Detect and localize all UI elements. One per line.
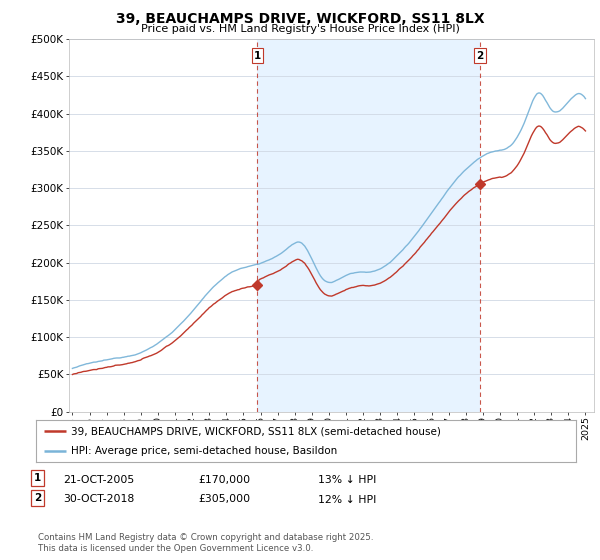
Text: 21-OCT-2005: 21-OCT-2005: [63, 475, 134, 485]
Text: 13% ↓ HPI: 13% ↓ HPI: [318, 475, 376, 485]
Text: £305,000: £305,000: [198, 494, 250, 505]
Text: 39, BEAUCHAMPS DRIVE, WICKFORD, SS11 8LX (semi-detached house): 39, BEAUCHAMPS DRIVE, WICKFORD, SS11 8LX…: [71, 426, 441, 436]
Text: Price paid vs. HM Land Registry's House Price Index (HPI): Price paid vs. HM Land Registry's House …: [140, 24, 460, 34]
Text: Contains HM Land Registry data © Crown copyright and database right 2025.
This d: Contains HM Land Registry data © Crown c…: [38, 533, 373, 553]
Text: 2: 2: [476, 50, 484, 60]
Text: 39, BEAUCHAMPS DRIVE, WICKFORD, SS11 8LX: 39, BEAUCHAMPS DRIVE, WICKFORD, SS11 8LX: [116, 12, 484, 26]
Text: £170,000: £170,000: [198, 475, 250, 485]
Text: HPI: Average price, semi-detached house, Basildon: HPI: Average price, semi-detached house,…: [71, 446, 337, 456]
Text: 2: 2: [34, 493, 41, 503]
Text: 12% ↓ HPI: 12% ↓ HPI: [318, 494, 376, 505]
Text: 1: 1: [34, 473, 41, 483]
Text: 30-OCT-2018: 30-OCT-2018: [63, 494, 134, 505]
Bar: [257, 39, 480, 412]
Text: 1: 1: [254, 50, 261, 60]
